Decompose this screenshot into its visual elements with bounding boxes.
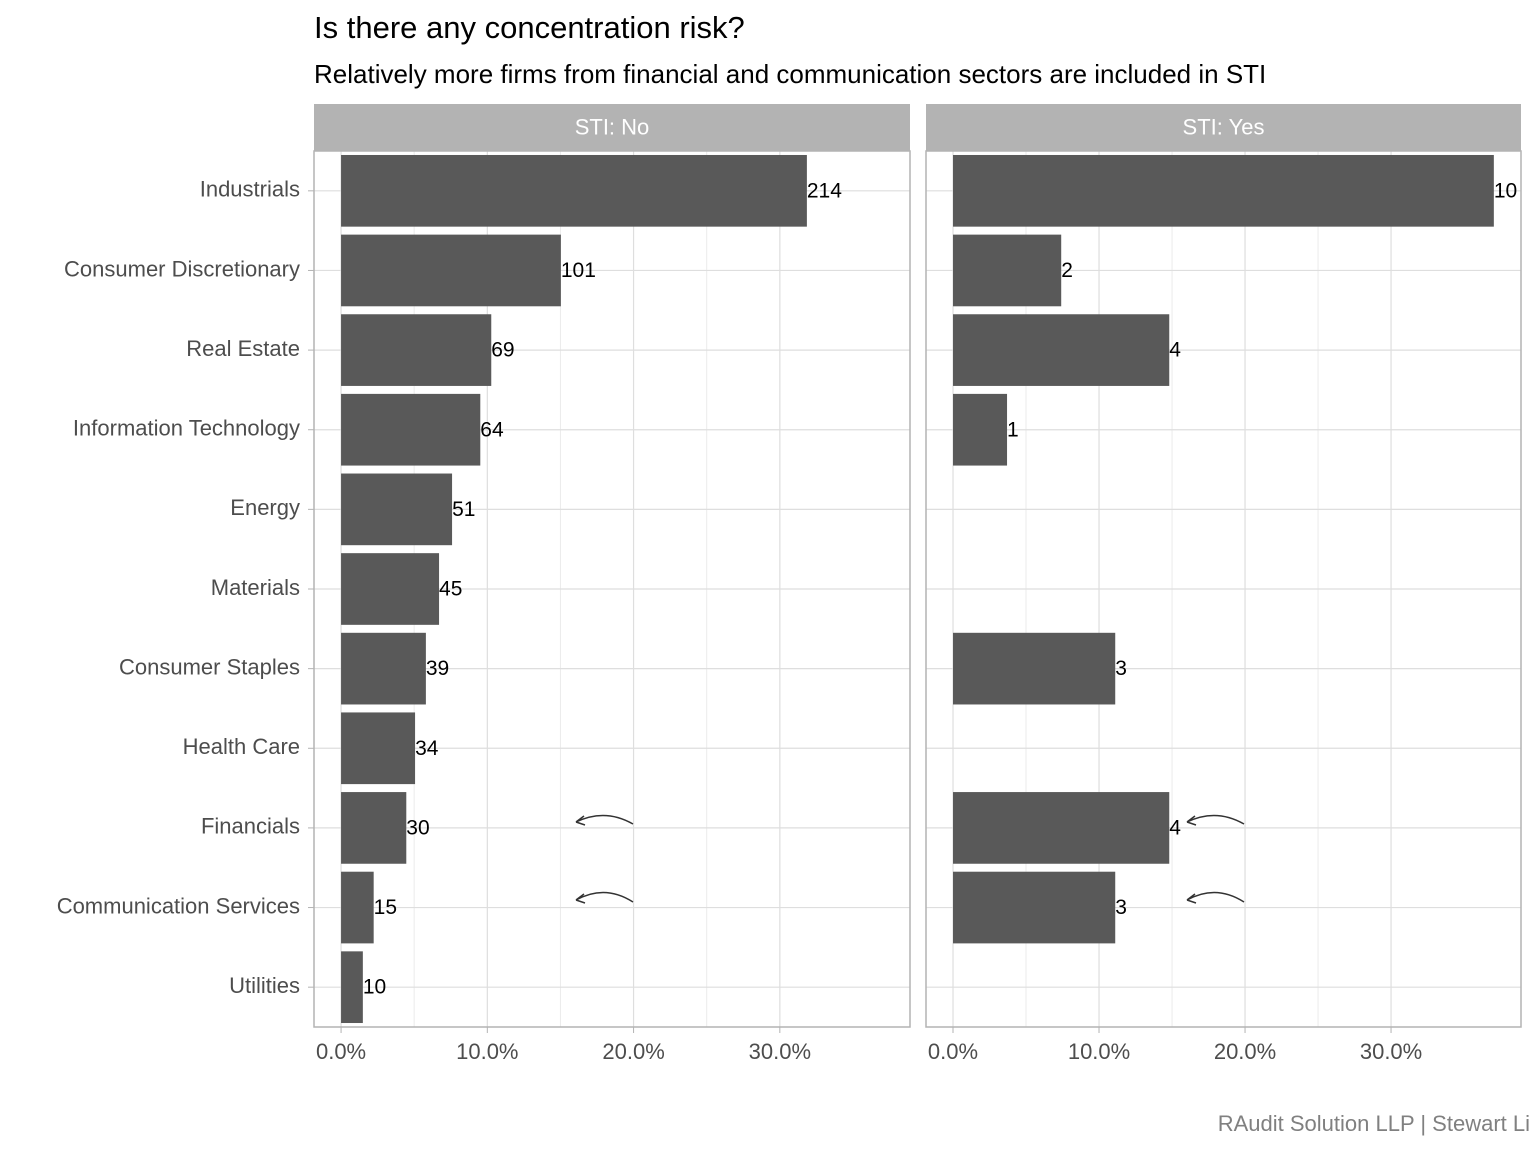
bar [953, 792, 1170, 864]
chart-subtitle: Relatively more firms from financial and… [314, 59, 1266, 89]
arrow [1186, 814, 1245, 826]
chart-title: Is there any concentration risk? [314, 10, 745, 45]
bar [953, 393, 1008, 466]
y-tick-label: Consumer Staples [119, 654, 300, 679]
x-tick-label: 20.0% [1214, 1039, 1276, 1064]
y-tick-label: Financials [201, 814, 300, 839]
data-label: 4 [1169, 339, 1181, 362]
arrow [575, 891, 634, 904]
x-tick-label: 20.0% [602, 1039, 664, 1064]
y-tick-label: Industrials [200, 177, 300, 202]
facet-label: STI: Yes [1183, 114, 1265, 139]
y-tick-label: Communication Services [57, 893, 300, 918]
x-tick-label: 10.0% [1068, 1039, 1130, 1064]
bar [341, 871, 374, 944]
data-label: 34 [415, 737, 439, 760]
bar [953, 314, 1170, 386]
data-label: 69 [491, 339, 514, 362]
caption: RAudit Solution LLP | Stewart Li [1218, 1111, 1530, 1136]
y-tick-label: Energy [230, 495, 300, 520]
data-label: 51 [452, 498, 475, 521]
data-label: 1 [1007, 418, 1019, 441]
x-tick-label: 0.0% [316, 1039, 366, 1064]
x-tick-label: 10.0% [456, 1039, 518, 1064]
bar [953, 871, 1116, 944]
data-label: 39 [426, 657, 449, 680]
data-label: 64 [480, 418, 504, 441]
facet-strip [314, 104, 910, 151]
data-label: 15 [374, 896, 397, 919]
data-label: 4 [1169, 816, 1181, 839]
data-label: 3 [1115, 896, 1127, 919]
x-tick-label: 0.0% [928, 1039, 978, 1064]
bar [341, 393, 481, 466]
arrow [575, 814, 634, 826]
data-label: 214 [807, 179, 842, 202]
y-tick-label: Consumer Discretionary [64, 256, 300, 281]
facet-label: STI: No [575, 114, 650, 139]
bar [341, 234, 561, 307]
y-tick-label: Health Care [183, 734, 300, 759]
facet-strip [926, 104, 1521, 151]
bar [341, 632, 426, 705]
x-tick-label: 30.0% [1360, 1039, 1422, 1064]
data-label: 45 [439, 578, 462, 601]
y-tick-label: Information Technology [73, 416, 300, 441]
data-label: 10 [1494, 179, 1517, 202]
bar [341, 154, 807, 227]
data-label: 30 [406, 816, 429, 839]
y-tick-label: Utilities [229, 973, 300, 998]
bar [341, 712, 416, 785]
panel-border [925, 150, 1522, 1028]
x-tick-label: 30.0% [749, 1039, 811, 1064]
data-label: 3 [1115, 657, 1127, 680]
arrow [1186, 891, 1245, 904]
y-tick-label: Real Estate [186, 336, 300, 361]
bar [341, 951, 363, 1024]
y-tick-label: Materials [211, 575, 300, 600]
bar [341, 314, 492, 386]
data-label: 2 [1061, 259, 1073, 282]
panel-border [313, 150, 911, 1028]
bar [953, 154, 1494, 227]
bar [341, 553, 440, 625]
bar [341, 473, 453, 546]
data-label: 10 [363, 976, 386, 999]
data-label: 101 [561, 259, 596, 282]
bar [953, 632, 1116, 705]
bar [341, 792, 407, 864]
annotation-arrows [575, 814, 1245, 904]
bar [953, 234, 1062, 307]
